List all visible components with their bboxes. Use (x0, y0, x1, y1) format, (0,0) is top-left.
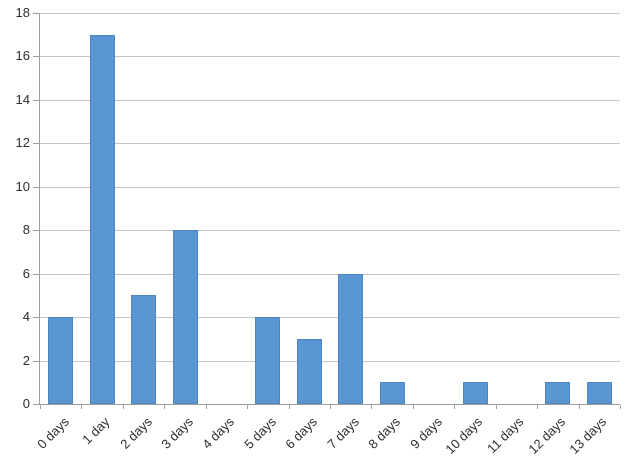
x-axis-tick (164, 405, 165, 409)
x-axis-tick (496, 405, 497, 409)
x-axis-tick (620, 405, 621, 409)
x-axis-tick (81, 405, 82, 409)
x-axis-tick (206, 405, 207, 409)
y-axis-label: 0 (22, 396, 30, 411)
y-axis-tick (33, 187, 39, 188)
x-axis-label: 4 days (198, 414, 237, 452)
bar-5-days (255, 317, 280, 404)
y-axis-line (39, 13, 40, 405)
y-axis-tick (33, 274, 39, 275)
x-axis-label: 10 days (442, 414, 486, 457)
y-axis-tick (33, 317, 39, 318)
y-axis-label: 16 (15, 48, 30, 63)
x-axis-line (39, 404, 620, 405)
y-axis-tick (33, 361, 39, 362)
x-axis-label: 7 days (323, 414, 362, 452)
bar-8-days (380, 382, 405, 404)
x-axis-tick (289, 405, 290, 409)
x-axis-tick (371, 405, 372, 409)
y-axis-tick (33, 13, 39, 14)
y-axis-tick (33, 230, 39, 231)
x-axis-tick (247, 405, 248, 409)
x-axis-label: 2 days (116, 414, 155, 452)
x-axis-tick (537, 405, 538, 409)
bar-1-day (90, 35, 115, 404)
bar-3-days (173, 230, 198, 404)
y-axis-tick (33, 56, 39, 57)
y-axis-tick (33, 143, 39, 144)
gridline (40, 143, 620, 144)
x-axis-label: 13 days (566, 414, 610, 457)
gridline (40, 187, 620, 188)
y-axis-tick (33, 404, 39, 405)
bar-10-days (463, 382, 488, 404)
bar-7-days (338, 274, 363, 404)
gridline (40, 100, 620, 101)
x-axis-label: 12 days (525, 414, 569, 457)
x-axis-tick (123, 405, 124, 409)
x-axis-label: 5 days (240, 414, 279, 452)
y-axis-label: 14 (15, 92, 30, 107)
bar-13-days (587, 382, 612, 404)
x-axis-tick (413, 405, 414, 409)
x-axis-tick (454, 405, 455, 409)
x-axis-tick (330, 405, 331, 409)
x-axis-tick (40, 405, 41, 409)
bar-6-days (297, 339, 322, 404)
x-axis-label: 9 days (406, 414, 445, 452)
y-axis-label: 6 (22, 266, 30, 281)
y-axis-label: 2 (22, 353, 30, 368)
gridline (40, 13, 620, 14)
bar-12-days (545, 382, 570, 404)
x-axis-label: 0 days (33, 414, 72, 452)
x-axis-label: 6 days (281, 414, 320, 452)
x-axis-tick (579, 405, 580, 409)
x-axis-label: 3 days (157, 414, 196, 452)
y-axis-label: 10 (15, 179, 30, 194)
y-axis-label: 4 (22, 309, 30, 324)
gridline (40, 230, 620, 231)
gridline (40, 361, 620, 362)
y-axis-label: 8 (22, 222, 30, 237)
bar-2-days (131, 295, 156, 404)
y-axis-label: 18 (15, 5, 30, 20)
gridline (40, 56, 620, 57)
gridline (40, 317, 620, 318)
gridline (40, 274, 620, 275)
bar-0-days (48, 317, 73, 404)
y-axis-tick (33, 100, 39, 101)
x-axis-label: 11 days (484, 414, 527, 457)
x-axis-label: 8 days (364, 414, 403, 452)
x-axis-label: 1 day (79, 414, 113, 448)
y-axis-label: 12 (15, 135, 30, 150)
